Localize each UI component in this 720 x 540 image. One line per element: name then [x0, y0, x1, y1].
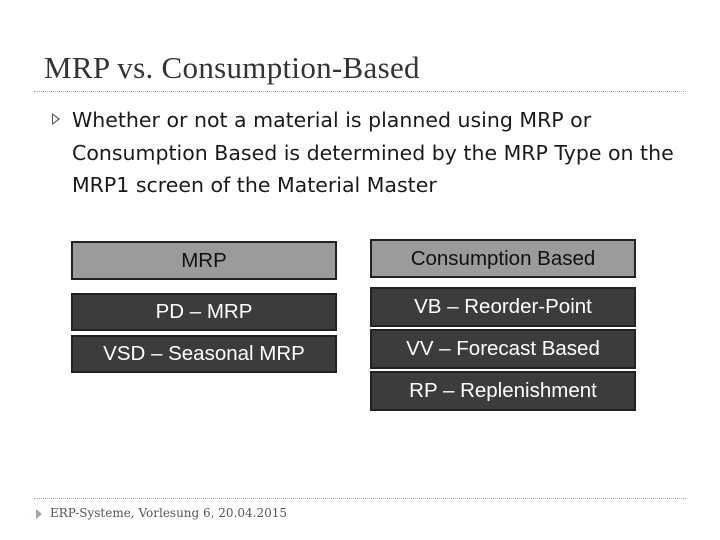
mrp-type-box: VSD – Seasonal MRP — [71, 335, 337, 373]
title-divider — [34, 91, 686, 92]
mrp-header-box: MRP — [71, 241, 337, 280]
mrp-type-box: PD – MRP — [71, 293, 337, 331]
footer-text: ERP-Systeme, Vorlesung 6, 20.04.2015 — [50, 506, 288, 520]
footer-triangle-icon — [36, 509, 42, 519]
slide-title: MRP vs. Consumption-Based — [44, 50, 420, 85]
consumption-type-box: VV – Forecast Based — [370, 329, 636, 369]
consumption-type-box: RP – Replenishment — [370, 371, 636, 411]
footer-divider — [34, 498, 686, 499]
consumption-type-box: VB – Reorder-Point — [370, 287, 636, 327]
bullet-text: Whether or not a material is planned usi… — [72, 108, 674, 197]
consumption-header-box: Consumption Based — [370, 239, 636, 278]
triangle-bullet-icon — [52, 113, 60, 125]
